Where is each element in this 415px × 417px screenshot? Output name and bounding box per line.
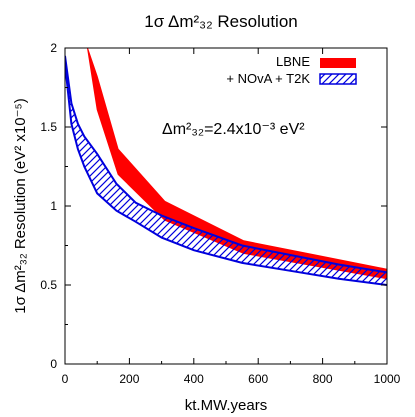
legend-swatch-nova-t2k	[319, 73, 357, 85]
x-tick-label: 1000	[374, 372, 401, 386]
y-tick-label: 0	[50, 357, 57, 371]
band-nova-t2k-upper-edge	[65, 55, 387, 274]
chart-title: 1σ Δm²₃₂ Resolution	[144, 12, 297, 31]
x-axis-label: kt.MW.years	[185, 397, 268, 414]
y-tick-label: 0.5	[40, 278, 57, 292]
band-nova-t2k	[65, 55, 387, 286]
y-ticks: 0 0.5 1 1.5 2	[40, 41, 387, 371]
legend: LBNE + NOvA + T2K	[226, 54, 357, 86]
legend-label-lbne: LBNE	[276, 54, 310, 69]
x-tick-label: 600	[248, 372, 268, 386]
legend-label-nova-t2k: + NOvA + T2K	[226, 71, 310, 86]
bands	[65, 48, 387, 286]
y-tick-label: 2	[50, 41, 57, 55]
x-tick-label: 0	[62, 372, 69, 386]
band-lbne	[87, 48, 387, 280]
y-tick-label: 1	[50, 199, 57, 213]
x-tick-label: 400	[184, 372, 204, 386]
legend-swatch-lbne	[320, 58, 356, 68]
annotation: Δm²₃₂=2.4x10⁻³ eV²	[162, 121, 305, 138]
band-nova-t2k-lower-edge	[65, 63, 387, 286]
y-axis-label: 1σ Δm²₃₂ Resolution (eV² x10⁻⁵)	[12, 98, 29, 313]
x-tick-label: 800	[313, 372, 333, 386]
x-ticks: 0 200 400 600 800 1000	[62, 48, 401, 386]
y-tick-label: 1.5	[40, 120, 57, 134]
x-tick-label: 200	[119, 372, 139, 386]
